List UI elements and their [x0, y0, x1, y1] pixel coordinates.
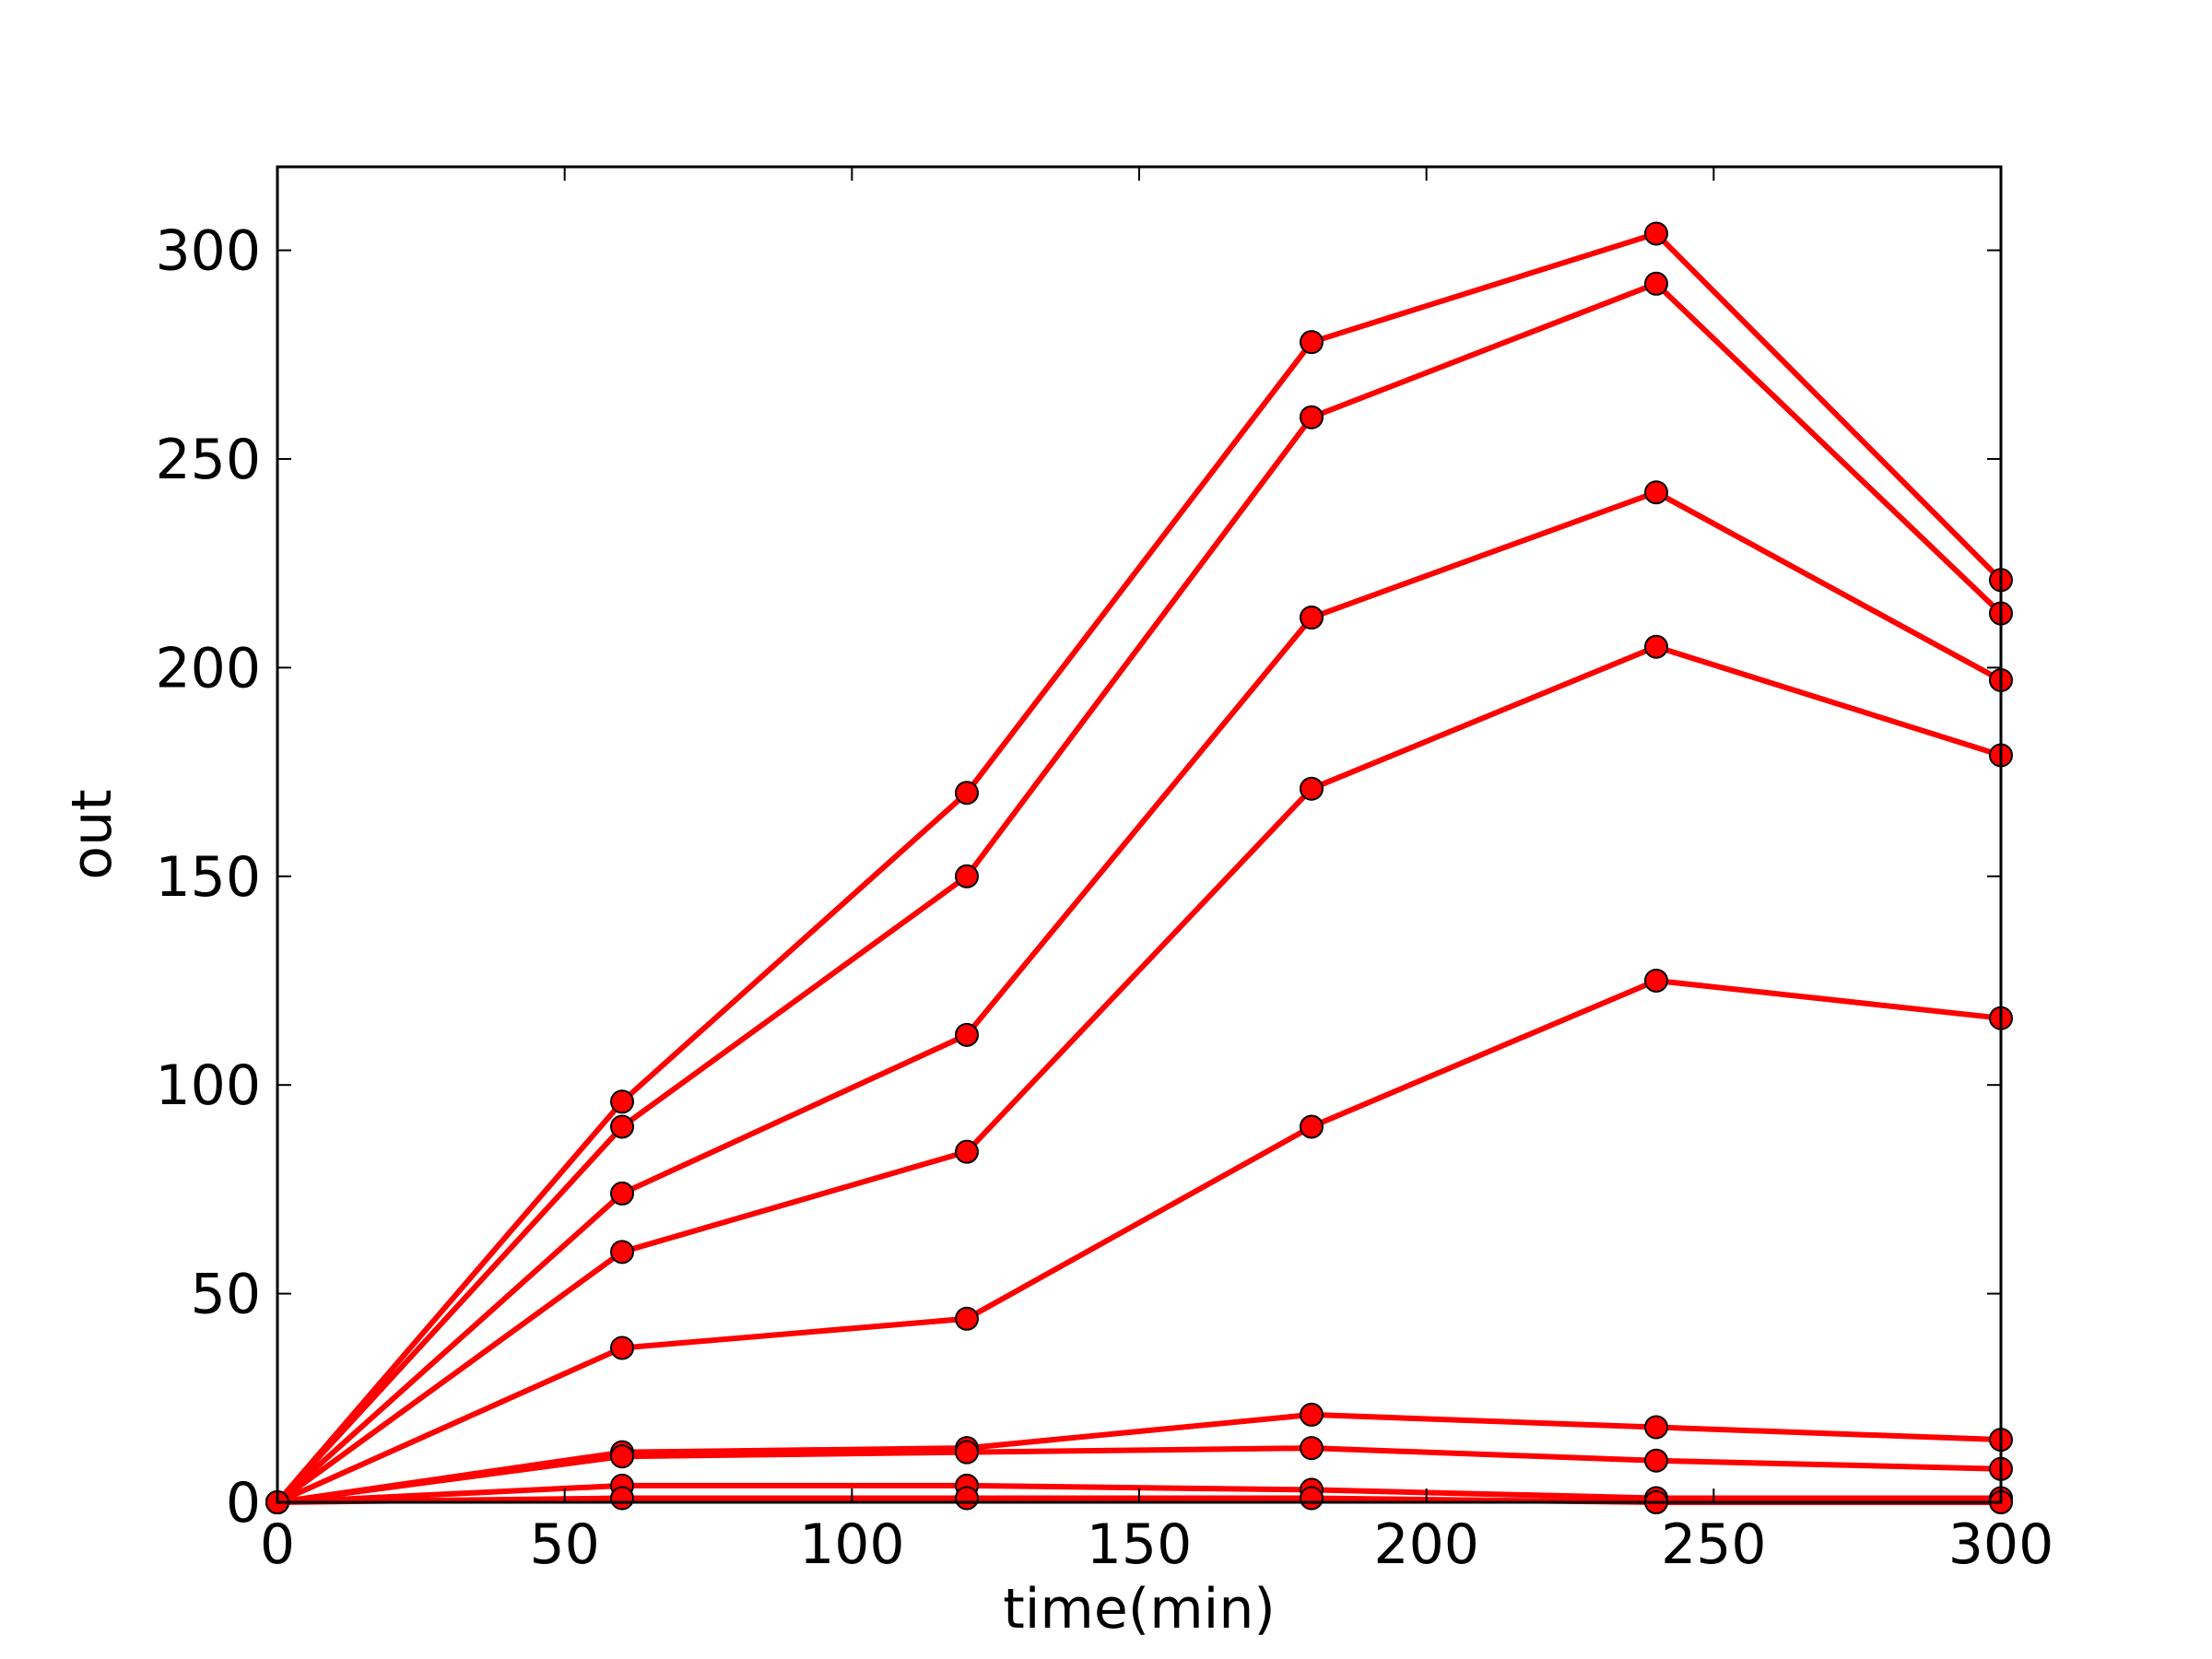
data-point: [610, 1240, 634, 1265]
data-point: [955, 1306, 979, 1331]
data-point: [955, 781, 979, 806]
series-line: [275, 280, 2004, 1505]
data-point: [1644, 1415, 1668, 1440]
x-tick-label: 0: [260, 1512, 295, 1577]
series-line: [276, 1411, 2002, 1505]
series-0: [265, 221, 2013, 1514]
data-point: [610, 1114, 634, 1139]
series-line: [276, 643, 2002, 1505]
series-3: [265, 634, 2013, 1514]
data-point: [1300, 1436, 1324, 1461]
y-axis-label: out: [60, 789, 124, 879]
y-tick-label: 50: [191, 1263, 261, 1327]
data-point: [955, 864, 979, 888]
x-tick-label: 150: [1087, 1512, 1193, 1577]
data-point: [1644, 221, 1668, 246]
series-2: [265, 480, 2013, 1514]
data-point: [1644, 634, 1668, 659]
data-point: [1300, 330, 1324, 355]
data-point: [1644, 480, 1668, 505]
x-tick-label: 100: [799, 1512, 905, 1577]
data-point: [610, 1335, 634, 1360]
x-axis-label: time(min): [1003, 1577, 1276, 1641]
series-1: [265, 271, 2013, 1514]
x-tick-label: 300: [1948, 1512, 2054, 1577]
y-tick-label: 300: [155, 219, 261, 284]
x-tick-label: 50: [529, 1512, 599, 1577]
y-tick-label: 150: [155, 845, 261, 910]
data-point: [610, 1089, 634, 1114]
data-point: [1644, 1448, 1668, 1473]
series-line: [275, 489, 2003, 1505]
x-tick-label: 250: [1661, 1512, 1767, 1577]
series-layer: [265, 221, 2013, 1514]
y-tick-label: 200: [155, 636, 261, 700]
series-line: [276, 1445, 2002, 1505]
data-point: [1300, 606, 1324, 630]
y-tick-label: 250: [155, 428, 261, 492]
data-point: [955, 1486, 979, 1511]
data-point: [1300, 405, 1324, 429]
data-point: [1300, 776, 1324, 801]
data-point: [1644, 271, 1668, 296]
data-point: [610, 1444, 634, 1469]
data-point: [610, 1486, 634, 1511]
y-tick-label: 0: [226, 1471, 261, 1535]
x-tick-label: 200: [1373, 1512, 1479, 1577]
series-line: [276, 977, 2002, 1505]
y-tick-label: 100: [155, 1053, 261, 1118]
data-point: [955, 1139, 979, 1164]
data-point: [1300, 1402, 1324, 1427]
data-point: [1300, 1486, 1324, 1511]
data-point: [955, 1440, 979, 1465]
series-line: [275, 230, 2004, 1504]
data-point: [1644, 968, 1668, 993]
data-point: [1300, 1114, 1324, 1139]
data-point: [610, 1181, 634, 1206]
ticks-layer: 0 50 100 150 200 250 300 0 50 100 150 200 250 300: [155, 167, 2053, 1577]
data-point: [955, 1022, 979, 1047]
